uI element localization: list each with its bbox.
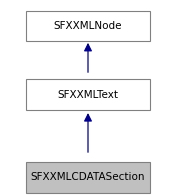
Text: SFXXMLText: SFXXMLText bbox=[58, 90, 118, 100]
Text: SFXXMLNode: SFXXMLNode bbox=[54, 21, 122, 31]
FancyBboxPatch shape bbox=[26, 80, 150, 110]
Text: SFXXMLCDATASection: SFXXMLCDATASection bbox=[31, 172, 145, 183]
FancyBboxPatch shape bbox=[26, 11, 150, 42]
FancyBboxPatch shape bbox=[26, 162, 150, 193]
